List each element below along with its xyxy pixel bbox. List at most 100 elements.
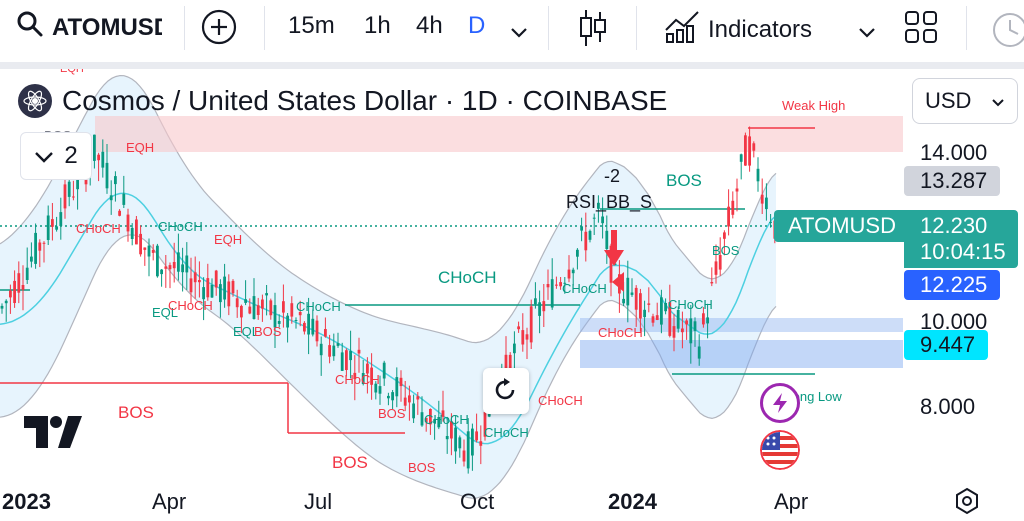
choch-label: CHoCH	[158, 219, 203, 234]
legend-collapse-button[interactable]: 2	[20, 132, 92, 180]
chevron-down-icon	[991, 88, 1005, 114]
candle-body	[387, 395, 390, 399]
indicators-button[interactable]: Indicators	[664, 8, 812, 51]
candle-body	[345, 350, 348, 370]
indicator-price-tag: 9.447	[904, 330, 988, 360]
candle-body	[168, 265, 172, 270]
candle-body	[214, 270, 218, 288]
choch-label: CHoCH	[438, 268, 497, 287]
us-flag-icon[interactable]	[760, 430, 800, 470]
candle-body	[706, 317, 709, 324]
interval-dropdown[interactable]	[510, 18, 528, 46]
symbol-price-tag: ATOMUSD	[774, 210, 904, 242]
bar-countdown: 10:04:15	[920, 239, 1006, 264]
candle-body	[67, 181, 71, 197]
interval-label: D	[468, 12, 486, 39]
candle-body	[261, 299, 264, 309]
toolbar-divider	[0, 62, 1024, 69]
bos-label: BOS	[332, 453, 368, 472]
candle-body	[198, 280, 201, 283]
candle-body	[9, 290, 12, 298]
candle-body	[340, 352, 344, 371]
layout-button[interactable]	[904, 10, 938, 51]
candle-body	[332, 345, 336, 357]
candle-body	[559, 282, 562, 287]
signal-value-label: -2	[604, 166, 620, 186]
candle-body	[357, 349, 361, 354]
candle-body	[42, 242, 46, 244]
chevron-down-icon	[34, 142, 54, 170]
candle-body	[613, 263, 617, 265]
candle-body	[336, 343, 340, 346]
candle-body	[30, 256, 33, 262]
chart-type-button[interactable]	[578, 8, 608, 55]
candle-body	[651, 316, 655, 323]
candle-body	[223, 276, 226, 300]
symbol-search[interactable]: ATOMUSD	[16, 10, 162, 45]
candle-body	[256, 305, 260, 315]
candle-body	[38, 242, 42, 251]
candle-body	[458, 437, 462, 449]
candle-body	[433, 419, 436, 424]
candle-body	[143, 247, 147, 250]
order-block-zone	[580, 340, 903, 368]
time-tick-label: Apr	[152, 489, 187, 514]
interval-1h[interactable]: 1h	[364, 12, 391, 40]
bid-price-tag: 12.225	[904, 270, 1000, 300]
candle-body	[403, 397, 407, 406]
bos-label: BOS	[712, 243, 740, 258]
candle-body	[172, 262, 176, 269]
candle-body	[504, 354, 508, 380]
alert-button[interactable]	[988, 8, 1024, 55]
candle-body	[399, 377, 403, 387]
candle-body	[46, 215, 50, 240]
time-tick-label: Apr	[774, 489, 809, 514]
candle-body	[609, 245, 613, 283]
candle-body	[676, 310, 680, 329]
candle-body	[177, 252, 180, 272]
bollinger-upper-line	[0, 74, 777, 344]
currency-select[interactable]: USD	[912, 78, 1018, 124]
candle-body	[307, 313, 310, 335]
candle-body	[521, 330, 525, 345]
candle-body	[286, 315, 289, 328]
candle-body	[672, 326, 676, 338]
reset-chart-button[interactable]	[483, 368, 529, 414]
candle-body	[748, 136, 751, 166]
sell-signal-arrow	[611, 230, 617, 252]
candle-body	[542, 301, 546, 312]
candle-body	[605, 230, 609, 249]
indicators-dropdown[interactable]	[858, 18, 876, 46]
candle-body	[361, 373, 365, 384]
candle-body	[626, 277, 630, 306]
candle-body	[227, 281, 231, 307]
indicators-icon	[664, 8, 700, 51]
candle-body	[513, 343, 516, 354]
bollinger-lower-line	[0, 234, 777, 499]
candle-body	[538, 302, 541, 316]
interval-d[interactable]: D	[468, 12, 485, 40]
interval-15m[interactable]: 15m	[288, 12, 335, 40]
bos-label: BOS	[254, 324, 282, 339]
eqh-label: EQH	[214, 232, 242, 247]
candle-body	[34, 232, 37, 264]
candle-body	[731, 200, 735, 215]
candle-body	[63, 184, 67, 209]
cosmos-logo-icon	[18, 84, 52, 118]
candle-body	[588, 230, 592, 240]
candle-body	[664, 303, 667, 312]
candle-body	[660, 297, 663, 325]
lightning-icon[interactable]	[760, 383, 800, 423]
axis-settings-button[interactable]	[952, 486, 982, 521]
weak-high-label: Weak High	[782, 98, 845, 113]
candle-body	[475, 431, 478, 441]
chevron-down-icon	[510, 18, 528, 46]
compare-symbol-button[interactable]	[200, 8, 238, 53]
candle-body	[555, 284, 558, 286]
interval-4h[interactable]: 4h	[416, 12, 443, 40]
candle-body	[206, 278, 210, 298]
candle-body	[311, 318, 315, 335]
candle-body	[185, 255, 189, 273]
candle-body	[4, 300, 8, 304]
